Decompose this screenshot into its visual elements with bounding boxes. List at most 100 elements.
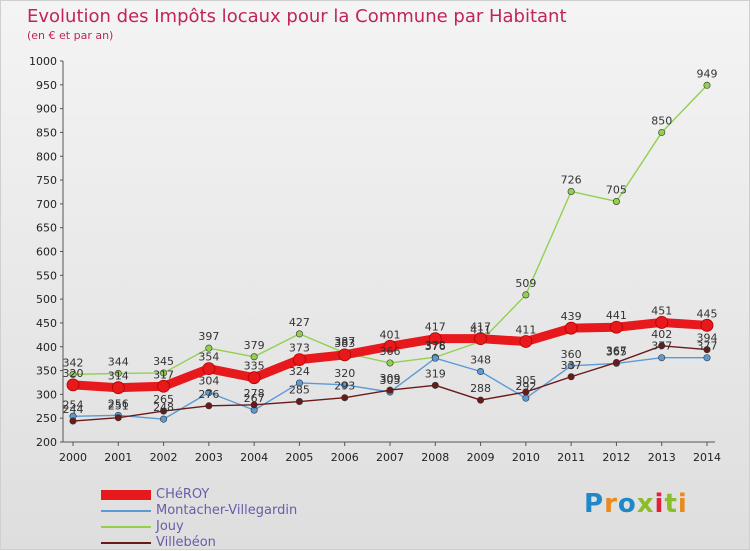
chart-subtitle: (en € et par an) <box>27 29 114 42</box>
data-point <box>341 394 349 402</box>
data-label: 292 <box>515 380 536 393</box>
data-label: 383 <box>334 337 355 350</box>
data-label: 377 <box>697 340 718 353</box>
data-label: 317 <box>153 368 174 381</box>
data-label: 411 <box>470 324 491 337</box>
data-point <box>111 381 125 395</box>
data-label: 288 <box>470 382 491 395</box>
data-label: 367 <box>606 344 627 357</box>
y-tick-label: 900 <box>36 103 57 116</box>
data-label: 244 <box>63 403 84 416</box>
data-point <box>205 388 213 396</box>
data-label: 850 <box>651 114 672 127</box>
y-tick-label: 600 <box>36 246 57 259</box>
y-tick-label: 850 <box>36 126 57 139</box>
y-tick-label: 550 <box>36 269 57 282</box>
data-label: 254 <box>63 398 84 411</box>
data-point <box>66 378 80 392</box>
proxiti-logo: Proxiti <box>584 489 688 519</box>
y-tick-label: 500 <box>36 293 57 306</box>
y-tick-label: 1000 <box>29 55 57 68</box>
data-label: 345 <box>153 355 174 368</box>
x-tick-label: 2006 <box>331 451 359 464</box>
data-point <box>564 321 578 335</box>
data-label: 377 <box>651 340 672 353</box>
legend-item-jouy: Jouy <box>101 519 361 535</box>
data-point <box>477 368 485 376</box>
y-tick-label: 200 <box>36 436 57 449</box>
data-point <box>612 358 620 366</box>
data-point <box>160 369 168 377</box>
data-point <box>428 332 442 346</box>
data-label: 320 <box>334 367 355 380</box>
y-tick-label: 450 <box>36 317 57 330</box>
data-point <box>522 291 530 299</box>
data-point <box>703 354 711 362</box>
data-label: 293 <box>334 380 355 393</box>
data-point <box>250 401 258 409</box>
data-label: 726 <box>561 173 582 186</box>
x-tick-label: 2003 <box>195 451 223 464</box>
legend-label-cheroy: CHéROY <box>156 487 210 502</box>
data-label: 439 <box>561 310 582 323</box>
data-point <box>341 381 349 389</box>
data-point <box>69 370 77 378</box>
data-point <box>703 81 711 89</box>
data-point <box>431 381 439 389</box>
data-label: 354 <box>198 351 219 364</box>
x-tick-label: 2013 <box>648 451 676 464</box>
data-label: 417 <box>425 321 446 334</box>
legend-swatch-villebeon <box>101 542 151 544</box>
x-tick-label: 2007 <box>376 451 404 464</box>
data-label: 411 <box>515 324 536 337</box>
legend-item-montacher-villegardin: Montacher-Villegardin <box>101 503 361 519</box>
data-point <box>247 371 261 385</box>
data-label: 324 <box>289 365 310 378</box>
data-point <box>522 394 530 402</box>
data-label: 314 <box>108 370 129 383</box>
data-label: 278 <box>244 387 265 400</box>
data-label: 705 <box>606 183 627 196</box>
data-point <box>202 362 216 376</box>
legend-label-montacher-villegardin: Montacher-Villegardin <box>156 503 298 518</box>
x-tick-label: 2009 <box>467 451 495 464</box>
data-label: 378 <box>425 339 446 352</box>
y-tick-label: 350 <box>36 365 57 378</box>
data-point <box>567 362 575 370</box>
data-label: 387 <box>334 335 355 348</box>
data-label: 949 <box>697 67 718 80</box>
data-point <box>114 369 122 377</box>
data-point <box>522 388 530 396</box>
x-tick-label: 2014 <box>693 451 721 464</box>
legend-swatch-cheroy <box>101 490 151 500</box>
x-tick-label: 2000 <box>59 451 87 464</box>
data-point <box>160 415 168 423</box>
data-label: 335 <box>244 360 265 373</box>
legend: CHéROY Montacher-Villegardin Jouy Villeb… <box>101 487 361 551</box>
legend-item-cheroy: CHéROY <box>101 487 361 503</box>
data-label: 373 <box>289 342 310 355</box>
data-label: 441 <box>606 309 627 322</box>
data-label: 267 <box>244 392 265 405</box>
legend-swatch-jouy <box>101 526 151 528</box>
y-tick-label: 700 <box>36 198 57 211</box>
data-point <box>69 417 77 425</box>
data-label: 379 <box>244 339 265 352</box>
data-point <box>383 339 397 353</box>
data-point <box>295 379 303 387</box>
x-tick-label: 2010 <box>512 451 540 464</box>
data-point <box>295 398 303 406</box>
x-tick-label: 2005 <box>285 451 313 464</box>
data-label: 451 <box>651 304 672 317</box>
data-point <box>567 373 575 381</box>
data-label: 305 <box>515 374 536 387</box>
x-tick-label: 2012 <box>602 451 630 464</box>
x-tick-label: 2004 <box>240 451 268 464</box>
data-label: 276 <box>198 388 219 401</box>
data-label: 304 <box>198 374 219 387</box>
data-label: 401 <box>380 328 401 341</box>
y-tick-label: 250 <box>36 412 57 425</box>
data-point <box>386 386 394 394</box>
x-tick-label: 2008 <box>421 451 449 464</box>
